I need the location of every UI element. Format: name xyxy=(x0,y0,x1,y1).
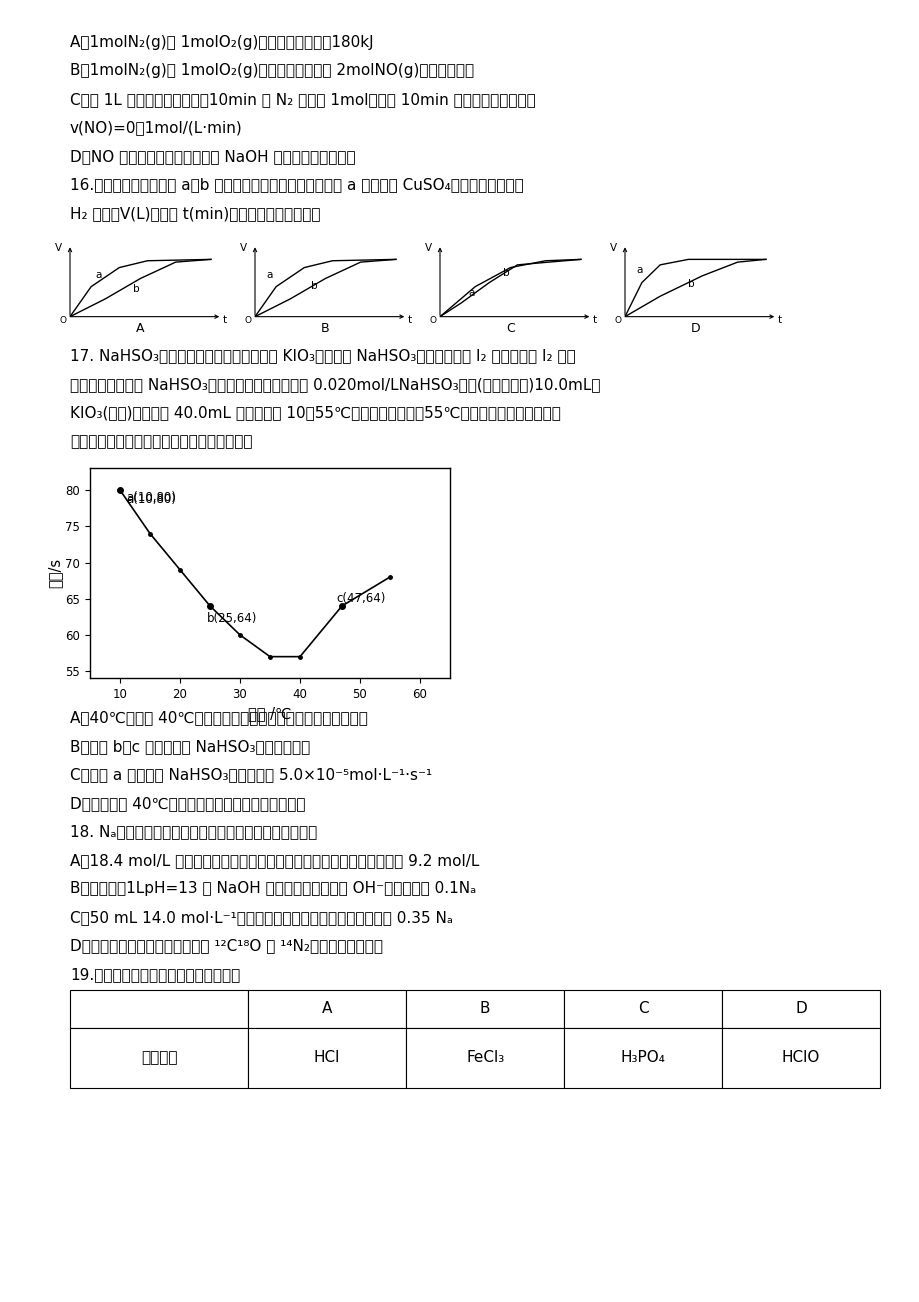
Text: O: O xyxy=(244,315,251,324)
FancyBboxPatch shape xyxy=(721,990,879,1027)
FancyBboxPatch shape xyxy=(248,1027,405,1087)
Text: KIO₃(过量)酸性溶液 40.0mL 混合，记录 10～55℃间溶液变蓝时间，55℃时未观察到溶液变蓝，实: KIO₃(过量)酸性溶液 40.0mL 混合，记录 10～55℃间溶液变蓝时间，… xyxy=(70,406,561,421)
Text: 19.下物质分类组合正确的是　（　　）: 19.下物质分类组合正确的是 （ ） xyxy=(70,967,240,982)
Text: V: V xyxy=(425,243,432,254)
Text: H₂ 的体积V(L)与时间 t(min)的关系，其中正确的是: H₂ 的体积V(L)与时间 t(min)的关系，其中正确的是 xyxy=(70,206,320,221)
FancyBboxPatch shape xyxy=(70,1027,248,1087)
X-axis label: 温度 /℃: 温度 /℃ xyxy=(248,707,291,721)
Text: FeCl₃: FeCl₃ xyxy=(466,1051,504,1065)
Text: C．图中 a 点对应的 NaHSO₃反应速率为 5.0×10⁻⁵mol·L⁻¹·s⁻¹: C．图中 a 点对应的 NaHSO₃反应速率为 5.0×10⁻⁵mol·L⁻¹·… xyxy=(70,767,432,783)
Text: A．1molN₂(g)和 1molO₂(g)反应放出的能量为180kJ: A．1molN₂(g)和 1molO₂(g)反应放出的能量为180kJ xyxy=(70,35,373,49)
Text: C: C xyxy=(505,323,515,336)
Text: t: t xyxy=(407,315,412,326)
Text: t: t xyxy=(777,315,781,326)
FancyBboxPatch shape xyxy=(248,990,405,1027)
Text: B．1molN₂(g)和 1molO₂(g)具有的总能量小于 2molNO(g)具有的总能量: B．1molN₂(g)和 1molO₂(g)具有的总能量小于 2molNO(g)… xyxy=(70,64,473,78)
FancyBboxPatch shape xyxy=(405,1027,563,1087)
Text: a: a xyxy=(96,271,102,280)
Text: 16.将等质量的两份锡粉 a、b 分别加入过量的稀硫酸，同时向 a 中加少量 CuSO₄溶液，下图中产生: 16.将等质量的两份锡粉 a、b 分别加入过量的稀硫酸，同时向 a 中加少量 C… xyxy=(70,177,523,193)
Text: B．图中 b、c 两点对应的 NaHSO₃反应速率相等: B．图中 b、c 两点对应的 NaHSO₃反应速率相等 xyxy=(70,738,310,754)
Text: A．18.4 mol/L 的浓硫酸与等质量的水混合所得溶液的物质的量浓度大于 9.2 mol/L: A．18.4 mol/L 的浓硫酸与等质量的水混合所得溶液的物质的量浓度大于 9… xyxy=(70,853,479,868)
FancyBboxPatch shape xyxy=(563,990,721,1027)
Text: D: D xyxy=(690,323,699,336)
Y-axis label: 时间/s: 时间/s xyxy=(48,559,62,589)
Text: D: D xyxy=(794,1001,806,1016)
FancyBboxPatch shape xyxy=(70,990,248,1027)
Text: V: V xyxy=(240,243,247,254)
Text: O: O xyxy=(60,315,66,324)
FancyBboxPatch shape xyxy=(563,1027,721,1087)
Text: A: A xyxy=(136,323,144,336)
Text: c(47,64): c(47,64) xyxy=(335,592,385,605)
Text: H₃PO₄: H₃PO₄ xyxy=(620,1051,664,1065)
Text: 18. Nₐ表示阿伏加德罗常数数値，下列有关说法正确的是: 18. Nₐ表示阿伏加德罗常数数値，下列有关说法正确的是 xyxy=(70,824,317,840)
Text: t: t xyxy=(592,315,596,326)
Text: C．在 1L 的容器中发生反应，10min 内 N₂ 减少了 1mol，因此 10min 内的平均反应速率为: C．在 1L 的容器中发生反应，10min 内 N₂ 减少了 1mol，因此 1… xyxy=(70,92,535,107)
Text: B．室温下，1LpH=13 的 NaOH 溶液中，由水电离的 OH⁻离子数目为 0.1Nₐ: B．室温下，1LpH=13 的 NaOH 溶液中，由水电离的 OH⁻离子数目为 … xyxy=(70,881,476,896)
Text: V: V xyxy=(55,243,62,254)
Text: A．40℃之前与 40℃之后溶液变蓝的时间随温度的变化趋势相反: A．40℃之前与 40℃之后溶液变蓝的时间随温度的变化趋势相反 xyxy=(70,711,368,725)
Text: a: a xyxy=(266,271,272,280)
Text: D．NO 是一种酸性氧化物，能与 NaOH 溶液反应生成盐和水: D．NO 是一种酸性氧化物，能与 NaOH 溶液反应生成盐和水 xyxy=(70,148,356,164)
Text: B: B xyxy=(480,1001,490,1016)
Text: b: b xyxy=(133,284,140,294)
Text: a: a xyxy=(636,266,642,275)
Text: A: A xyxy=(322,1001,332,1016)
Text: D．同温同压同体积下的两种气体 ¹²C¹⁸O 和 ¹⁴N₂具有的电子数相等: D．同温同压同体积下的两种气体 ¹²C¹⁸O 和 ¹⁴N₂具有的电子数相等 xyxy=(70,939,382,953)
Text: v(NO)=0．1mol/(L·min): v(NO)=0．1mol/(L·min) xyxy=(70,121,243,135)
Text: 所需时间可以求得 NaHSO₃的反应速率。将浓度均为 0.020mol/LNaHSO₃溶液(含少量淠粉)10.0mL、: 所需时间可以求得 NaHSO₃的反应速率。将浓度均为 0.020mol/LNaH… xyxy=(70,378,600,392)
Text: O: O xyxy=(614,315,620,324)
Text: b: b xyxy=(687,279,694,289)
FancyBboxPatch shape xyxy=(721,1027,879,1087)
Text: C．50 mL 14.0 mol·L⁻¹浓确酸与足量铜反应，转移的电子数为 0.35 Nₐ: C．50 mL 14.0 mol·L⁻¹浓确酸与足量铜反应，转移的电子数为 0.… xyxy=(70,910,452,924)
Text: b: b xyxy=(311,281,318,292)
Text: t: t xyxy=(222,315,227,326)
Text: HClO: HClO xyxy=(781,1051,820,1065)
Text: b: b xyxy=(503,268,509,277)
Text: a(10,80): a(10,80) xyxy=(126,491,176,504)
Text: C: C xyxy=(637,1001,648,1016)
Text: 验结果如图。据图分析，下列判断不正确的是: 验结果如图。据图分析，下列判断不正确的是 xyxy=(70,434,252,449)
Text: D．温度高于 40℃时，淠粉不宜用作该实验的指示剑: D．温度高于 40℃时，淠粉不宜用作该实验的指示剑 xyxy=(70,796,305,811)
Text: V: V xyxy=(609,243,617,254)
Text: b(25,64): b(25,64) xyxy=(207,612,257,625)
Text: HCl: HCl xyxy=(313,1051,340,1065)
Text: 强电解质: 强电解质 xyxy=(141,1051,177,1065)
Text: B: B xyxy=(321,323,329,336)
Text: a(10,80): a(10,80) xyxy=(126,493,176,506)
FancyBboxPatch shape xyxy=(405,990,563,1027)
Text: a: a xyxy=(468,288,474,298)
Text: 17. NaHSO₃溶液在不同温度下均可被过量 KIO₃氧化，当 NaHSO₃完全消耗即有 I₂ 析出，根据 I₂ 析出: 17. NaHSO₃溶液在不同温度下均可被过量 KIO₃氧化，当 NaHSO₃完… xyxy=(70,349,575,363)
Text: O: O xyxy=(429,315,436,324)
